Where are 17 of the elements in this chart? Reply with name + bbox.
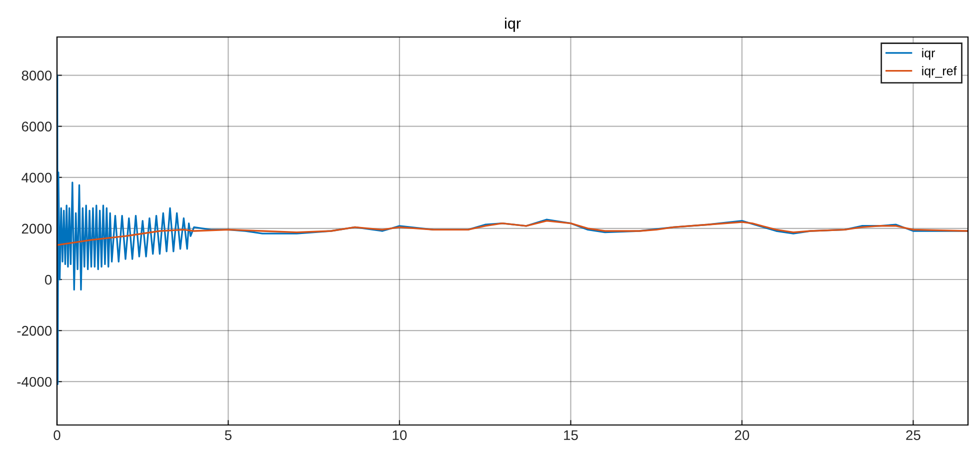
x-tick-label: 25 (906, 430, 920, 440)
line-series (57, 220, 968, 246)
x-tick-label: 10 (392, 430, 407, 440)
y-tick-label: 6000 (22, 122, 52, 132)
x-tick-label: 5 (224, 430, 232, 440)
legend-label: iqr (922, 48, 936, 60)
x-tick-label: 15 (564, 430, 578, 440)
y-tick-label: 0 (44, 274, 52, 285)
legend-label: iqr_ref (922, 66, 957, 78)
y-tick-label: 8000 (22, 70, 52, 80)
x-tick-label: 20 (734, 430, 750, 440)
y-tick-label: -4000 (17, 376, 52, 387)
x-tick-label: 0 (54, 430, 60, 440)
chart-title: iqr (505, 18, 521, 32)
y-tick-label: -2000 (17, 326, 52, 336)
y-tick-label: 4000 (22, 172, 52, 183)
y-tick-label: 2000 (22, 224, 52, 234)
